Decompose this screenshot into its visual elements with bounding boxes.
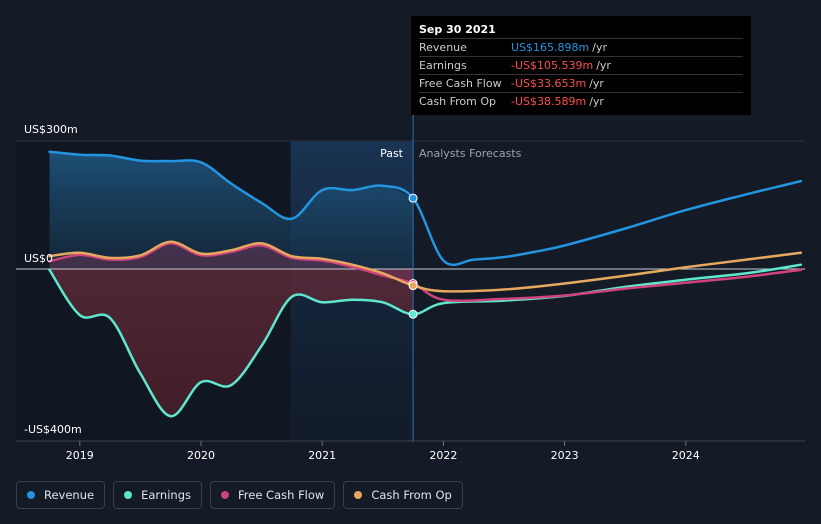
y-label-top: US$300m xyxy=(24,123,78,136)
tooltip-value: -US$38.589m xyxy=(511,95,587,108)
tooltip-row: Cash From Op -US$38.589m/yr xyxy=(419,93,743,110)
tooltip-row: Earnings -US$105.539m/yr xyxy=(419,57,743,75)
tooltip-label: Earnings xyxy=(419,59,467,72)
tooltip-label: Free Cash Flow xyxy=(419,77,502,90)
series-line-revenue xyxy=(48,150,803,267)
tooltip-row: Revenue US$165.898m/yr xyxy=(419,39,743,57)
fcf-area xyxy=(49,243,414,284)
y-label-zero: US$0 xyxy=(24,252,53,265)
x-tick-label: 2021 xyxy=(308,449,336,462)
x-tick-label: 2022 xyxy=(429,449,457,462)
legend-item-revenue[interactable]: Revenue xyxy=(16,481,106,509)
legend: Revenue Earnings Free Cash Flow Cash From O… xyxy=(16,481,471,509)
tooltip: Sep 30 2021 Revenue US$165.898m/yr Earning… xyxy=(411,16,751,115)
legend-dot-icon xyxy=(124,491,133,499)
tooltip-unit: /yr xyxy=(596,59,611,72)
tooltip-unit: /yr xyxy=(592,41,607,54)
tooltip-label: Revenue xyxy=(419,41,467,54)
tooltip-value: US$165.898m xyxy=(511,41,590,54)
legend-label: Cash From Op xyxy=(371,488,452,502)
x-tick-label: 2023 xyxy=(551,449,579,462)
legend-dot-icon xyxy=(354,491,363,499)
earnings-area xyxy=(49,269,414,417)
marker-earnings xyxy=(408,309,418,319)
series-line-cash-from-op xyxy=(48,240,803,293)
x-tick-label: 2024 xyxy=(672,449,700,462)
tooltip-unit: /yr xyxy=(589,95,604,108)
x-tick-label: 2019 xyxy=(66,449,94,462)
legend-item-cash-from-op[interactable]: Cash From Op xyxy=(343,481,463,509)
legend-label: Revenue xyxy=(44,488,95,502)
tooltip-row: Free Cash Flow -US$33.653m/yr xyxy=(419,75,743,93)
legend-label: Free Cash Flow xyxy=(238,488,325,502)
x-tick-label: 2020 xyxy=(187,449,215,462)
tooltip-date: Sep 30 2021 xyxy=(419,21,743,39)
legend-item-earnings[interactable]: Earnings xyxy=(113,481,202,509)
legend-dot-icon xyxy=(27,491,35,499)
legend-item-free-cash-flow[interactable]: Free Cash Flow xyxy=(210,481,336,509)
legend-label: Earnings xyxy=(141,488,191,502)
tooltip-unit: /yr xyxy=(589,77,604,90)
tooltip-value: -US$33.653m xyxy=(511,77,587,90)
forecast-label: Analysts Forecasts xyxy=(419,147,522,160)
marker-cash-from-op xyxy=(408,281,418,291)
series-line-earnings xyxy=(48,263,803,418)
past-label: Past xyxy=(380,147,404,160)
tooltip-label: Cash From Op xyxy=(419,95,497,108)
legend-dot-icon xyxy=(221,491,229,499)
tooltip-value: -US$105.539m xyxy=(511,59,594,72)
y-label-bottom: -US$400m xyxy=(24,423,82,436)
series-line-free-cash-flow xyxy=(48,242,803,303)
marker-revenue xyxy=(408,193,418,203)
revenue-area xyxy=(49,151,414,269)
